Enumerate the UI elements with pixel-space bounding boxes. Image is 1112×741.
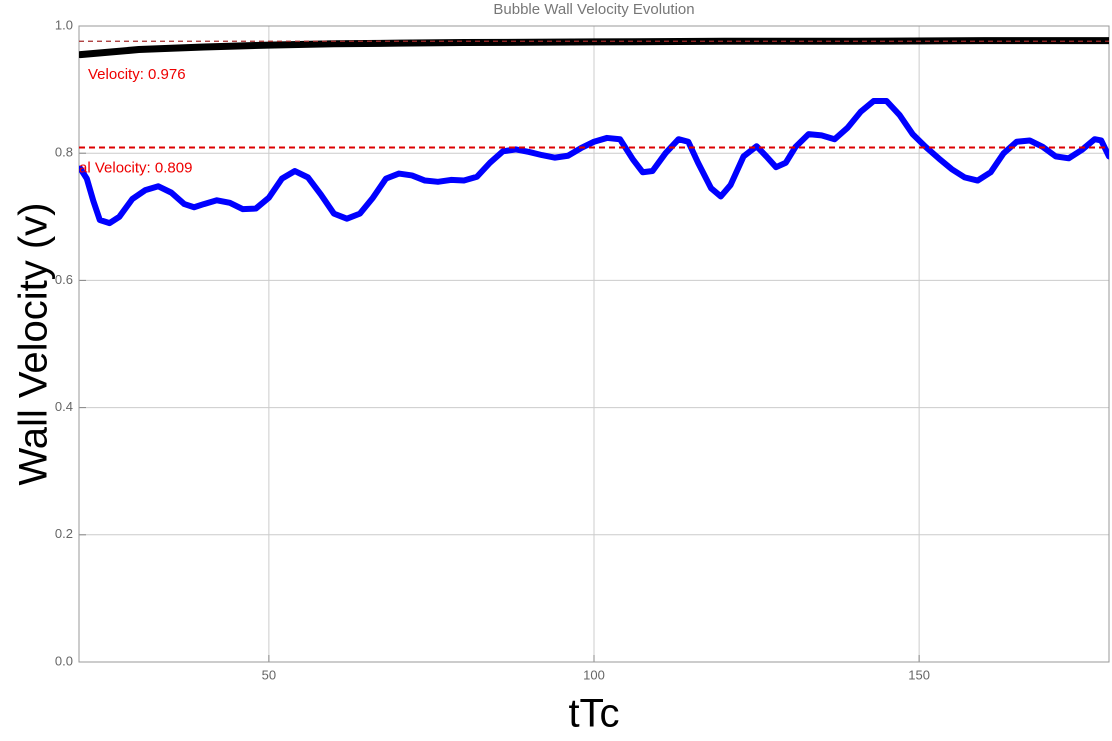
plot-frame	[78, 25, 1110, 663]
y-tick-label: 0.8	[55, 145, 73, 160]
y-tick-label: 0.6	[55, 272, 73, 287]
x-tick-label: 50	[262, 667, 276, 682]
x-tick-label: 100	[583, 667, 605, 682]
plot-area	[79, 37, 1109, 227]
annotation: Velocity: 0.976	[88, 66, 186, 83]
annotation: al Velocity: 0.809	[79, 159, 192, 176]
y-axis-label: Wall Velocity (v)	[12, 202, 56, 485]
y-tick-label: 0.4	[55, 399, 73, 414]
series-line	[79, 37, 1109, 59]
y-tick-label: 1.0	[55, 17, 73, 32]
y-tick-label: 0.2	[55, 526, 73, 541]
x-tick-label: 150	[908, 667, 930, 682]
chart-title: Bubble Wall Velocity Evolution	[493, 1, 694, 18]
y-tick-label: 0.0	[55, 653, 73, 668]
series-line	[79, 98, 1109, 227]
x-axis-label: tTc	[568, 692, 619, 736]
